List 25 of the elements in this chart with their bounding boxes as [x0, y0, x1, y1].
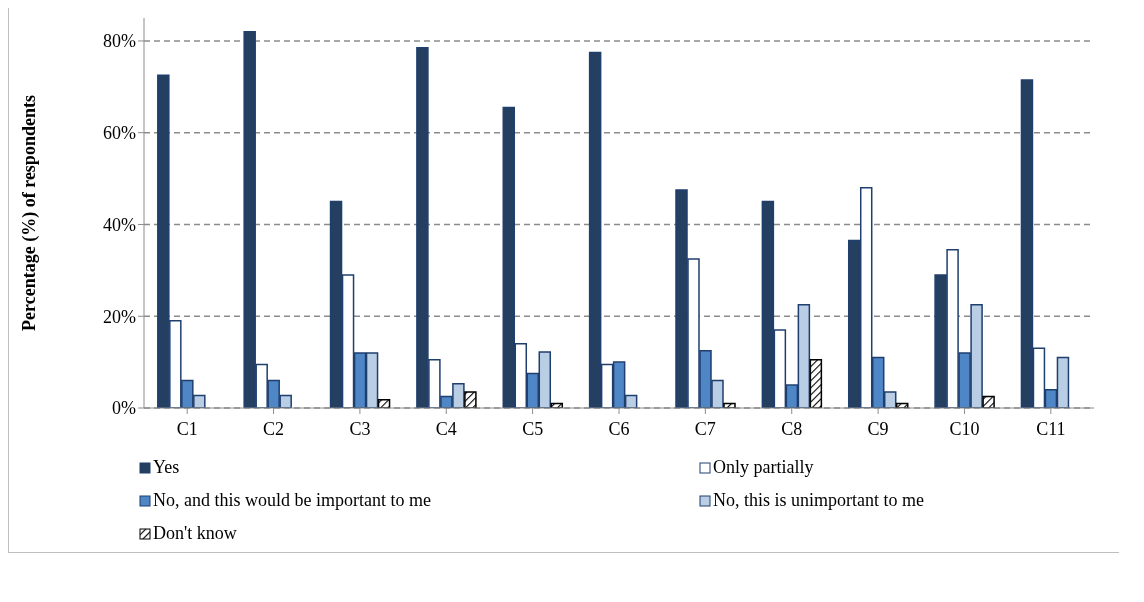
y-axis-title: Percentage (%) of respondents [19, 95, 41, 331]
x-tick-label: C2 [263, 418, 285, 439]
x-tick-label: C4 [435, 418, 457, 439]
x-tick-label: C8 [781, 418, 803, 439]
legend-label: Yes [153, 457, 180, 478]
x-tick-label: C1 [176, 418, 198, 439]
x-tick-label: C6 [608, 418, 630, 439]
legend-label: Don't know [153, 523, 237, 544]
bar [809, 359, 823, 408]
y-tick-label: 80% [103, 31, 136, 52]
bar [464, 391, 477, 408]
x-tick-label: C11 [1036, 418, 1066, 439]
y-tick-label: 0% [112, 398, 136, 419]
legend-label: No, and this would be important to me [153, 490, 431, 511]
y-tick-label: 60% [103, 123, 136, 144]
bar [982, 395, 995, 408]
x-tick-label: C7 [694, 418, 716, 439]
x-tick-label: C3 [349, 418, 371, 439]
x-tick-label: C5 [522, 418, 544, 439]
legend-label: No, this is unimportant to me [713, 490, 924, 511]
x-tick-label: C9 [867, 418, 889, 439]
y-tick-label: 20% [103, 306, 136, 327]
x-tick-label: C10 [949, 418, 980, 439]
legend-label: Only partially [713, 457, 814, 478]
y-tick-label: 40% [103, 214, 136, 235]
